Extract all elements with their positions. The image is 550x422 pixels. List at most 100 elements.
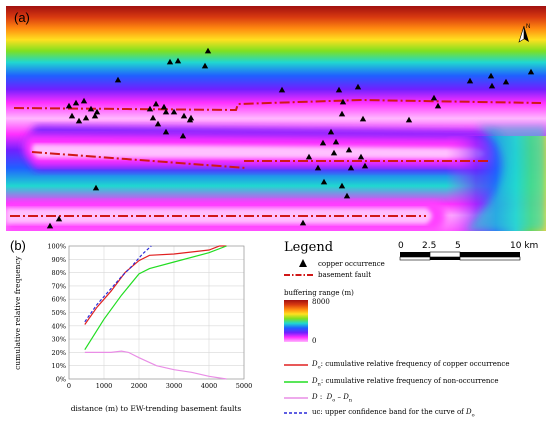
copper-occurrence-marker <box>174 57 182 64</box>
buffer-color-ramp <box>284 300 308 342</box>
buffer-max-label: 8000 <box>312 298 330 306</box>
series-line-Do <box>84 245 227 325</box>
copper-occurrences <box>46 47 535 229</box>
copper-occurrence-marker <box>330 149 338 156</box>
y-tick-label: 0% <box>56 376 66 384</box>
copper-occurrence-marker <box>466 77 474 84</box>
y-tick-label: 70% <box>52 282 66 290</box>
series-line-D <box>84 350 227 380</box>
copper-occurrence-marker <box>80 97 88 104</box>
y-tick-label: 50% <box>52 309 66 317</box>
copper-occurrence-marker <box>180 112 188 119</box>
copper-occurrence-marker <box>319 139 327 146</box>
legend-panel: Legend 0 2.5 5 10 km copper occurrence b… <box>282 234 544 418</box>
y-tick-label: 40% <box>52 322 66 330</box>
copper-occurrence-marker <box>434 102 442 109</box>
copper-occurrence-marker <box>75 117 83 124</box>
legend-uc-label: uc: upper confidence band for the curve … <box>312 408 475 419</box>
buffer-map: N (a) <box>6 6 546 231</box>
copper-occurrence-marker <box>314 164 322 171</box>
series-line-uc <box>84 245 152 323</box>
copper-occurrence-marker <box>488 82 496 89</box>
copper-occurrence-icon <box>299 259 307 267</box>
copper-occurrence-marker <box>154 120 162 127</box>
copper-occurrence-marker <box>278 86 286 93</box>
y-axis-title: cumulative relative frequency <box>13 255 22 370</box>
copper-occurrence-marker <box>527 68 535 75</box>
copper-occurrence-marker <box>65 102 73 109</box>
x-tick-label: 3000 <box>166 382 183 390</box>
copper-occurrence-marker <box>487 72 495 79</box>
x-tick-label: 5000 <box>236 382 253 390</box>
y-tick-label: 60% <box>52 296 66 304</box>
do-line-icon <box>284 364 308 366</box>
buffer-range-title: buffering range (m) <box>284 289 354 297</box>
copper-occurrence-marker <box>359 115 367 122</box>
copper-occurrence-marker <box>343 192 351 199</box>
copper-occurrence-marker <box>162 128 170 135</box>
copper-occurrence-marker <box>502 78 510 85</box>
y-tick-label: 10% <box>52 362 66 370</box>
d-line-icon <box>284 397 308 399</box>
scale-label: 2.5 <box>422 241 436 251</box>
copper-occurrence-marker <box>405 116 413 123</box>
copper-occurrence-marker <box>46 222 54 229</box>
uc-line-icon <box>284 412 308 414</box>
scale-label: 10 km <box>510 241 538 251</box>
copper-occurrence-marker <box>354 83 362 90</box>
copper-occurrence-marker <box>82 114 90 121</box>
copper-occurrence-marker <box>347 164 355 171</box>
legend-fault-label: basement fault <box>318 271 372 279</box>
cumulative-frequency-chart: (b) 0% 10% 20% 30% 40% 50% 60% 70% 80% 90% 100% 0 10… <box>6 236 276 418</box>
buffer-min-label: 0 <box>312 337 317 345</box>
copper-occurrence-marker <box>338 182 346 189</box>
x-tick-label: 1000 <box>96 382 113 390</box>
legend-copper-label: copper occurrence <box>318 260 385 268</box>
copper-occurrence-marker <box>55 215 63 222</box>
legend-dn-label: Dn: cumulative relative frequency of non… <box>312 377 499 388</box>
y-tick-label: 30% <box>52 336 66 344</box>
chart-svg: 0% 10% 20% 30% 40% 50% 60% 70% 80% 90% 100% 0 1000 20… <box>13 243 253 414</box>
copper-occurrence-marker <box>170 108 178 115</box>
y-tick-label: 90% <box>52 256 66 264</box>
y-tick-label: 20% <box>52 349 66 357</box>
legend-do-label: Do: cumulative relative frequency of cop… <box>312 360 510 371</box>
copper-occurrence-marker <box>338 110 346 117</box>
x-axis-title: distance (m) to EW-trending basement fau… <box>71 404 242 413</box>
copper-occurrence-marker <box>149 114 157 121</box>
series-line-Dn <box>84 245 227 351</box>
copper-occurrence-marker <box>114 76 122 83</box>
scale-bar: 0 2.5 5 10 km <box>398 238 544 264</box>
chart-panel-label: (b) <box>10 238 26 253</box>
y-tick-label: 100% <box>47 243 66 251</box>
copper-occurrence-marker <box>299 219 307 226</box>
copper-occurrence-marker <box>320 178 328 185</box>
copper-occurrence-marker <box>179 132 187 139</box>
copper-occurrence-marker <box>93 108 101 115</box>
copper-occurrence-marker <box>332 138 340 145</box>
north-arrow-icon: N <box>518 24 530 43</box>
legend-d-label: D : Do – Dn <box>312 393 353 404</box>
copper-occurrence-marker <box>339 98 347 105</box>
copper-occurrence-marker <box>335 86 343 93</box>
copper-occurrence-marker <box>87 105 95 112</box>
copper-occurrence-marker <box>92 184 100 191</box>
copper-occurrence-marker <box>72 99 80 106</box>
copper-occurrence-marker <box>146 105 154 112</box>
north-label: N <box>526 24 530 30</box>
basement-fault-icon <box>284 274 314 276</box>
copper-occurrence-marker <box>305 153 313 160</box>
copper-occurrence-marker <box>166 58 174 65</box>
plot-frame <box>68 245 245 380</box>
copper-occurrence-marker <box>187 114 195 121</box>
x-tick-label: 4000 <box>201 382 218 390</box>
buffer-map-svg: N <box>6 6 546 231</box>
copper-occurrence-marker <box>357 153 365 160</box>
dn-line-icon <box>284 381 308 383</box>
copper-occurrence-marker <box>162 108 170 115</box>
scale-label: 5 <box>455 241 461 251</box>
copper-occurrence-marker <box>152 100 160 107</box>
copper-occurrence-marker <box>68 112 76 119</box>
scale-label: 0 <box>398 241 404 251</box>
copper-occurrence-marker <box>91 112 99 119</box>
